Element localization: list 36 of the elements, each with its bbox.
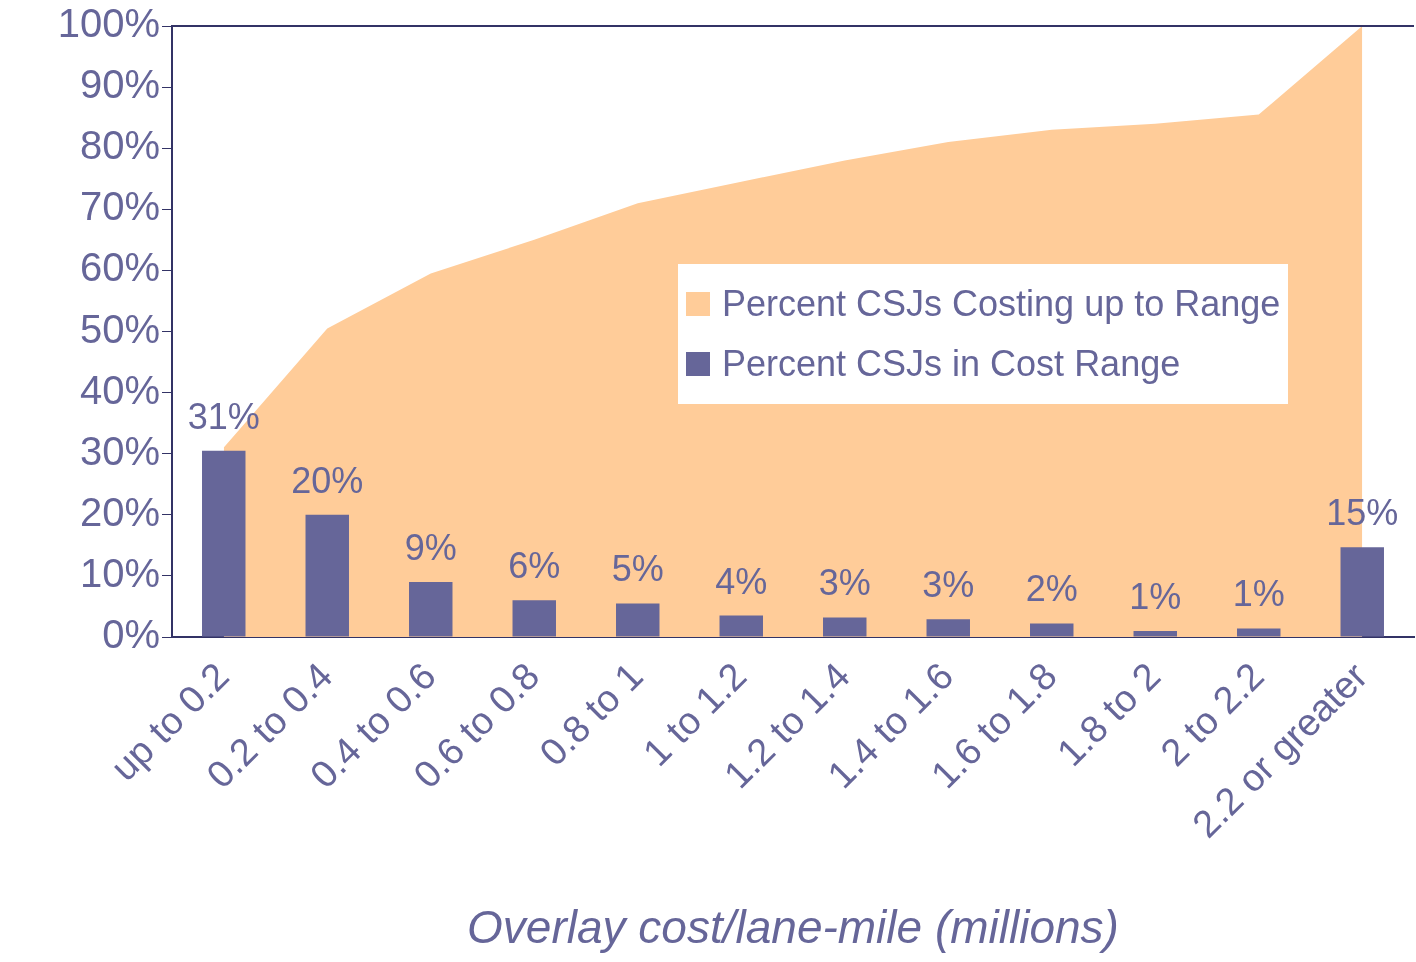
legend-label: Percent CSJs in Cost Range	[722, 343, 1181, 386]
data-label: 6%	[508, 545, 561, 587]
bar	[1340, 547, 1384, 637]
x-axis-title: Overlay cost/lane-mile (millions)	[467, 901, 1119, 954]
bar	[719, 615, 763, 637]
bar	[409, 582, 453, 637]
bar	[823, 617, 867, 637]
bar	[305, 514, 349, 637]
data-label: 2%	[1025, 568, 1078, 610]
y-tick-label: 50%	[79, 306, 160, 351]
y-tick-label: 10%	[79, 550, 160, 595]
data-label: 3%	[922, 564, 975, 606]
y-tick-label: 90%	[79, 62, 160, 107]
bar	[1133, 630, 1177, 637]
y-tick-label: 80%	[79, 123, 160, 168]
y-tick-label: 20%	[79, 489, 160, 534]
bar	[926, 619, 970, 637]
data-label: 3%	[818, 562, 871, 604]
data-label: 9%	[404, 526, 457, 568]
y-tick-label: 40%	[79, 367, 160, 412]
bar	[202, 450, 246, 637]
bar	[616, 603, 660, 637]
bar	[512, 600, 556, 637]
y-tick-label: 0%	[102, 612, 160, 657]
y-tick-label: 100%	[57, 1, 160, 46]
data-label: 1%	[1232, 573, 1285, 615]
y-tick-label: 30%	[79, 428, 160, 473]
y-tick-label: 60%	[79, 245, 160, 290]
y-tick-label: 70%	[79, 184, 160, 229]
legend-label: Percent CSJs Costing up to Range	[722, 283, 1281, 326]
data-label: 5%	[611, 548, 664, 590]
data-label: 20%	[291, 459, 364, 501]
data-label: 1%	[1129, 575, 1182, 617]
bar	[1237, 628, 1281, 637]
data-label: 4%	[715, 560, 768, 602]
bar	[1030, 623, 1074, 637]
